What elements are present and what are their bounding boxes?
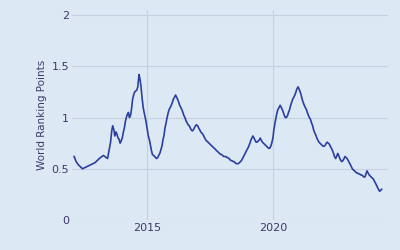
Y-axis label: World Ranking Points: World Ranking Points (38, 60, 48, 170)
